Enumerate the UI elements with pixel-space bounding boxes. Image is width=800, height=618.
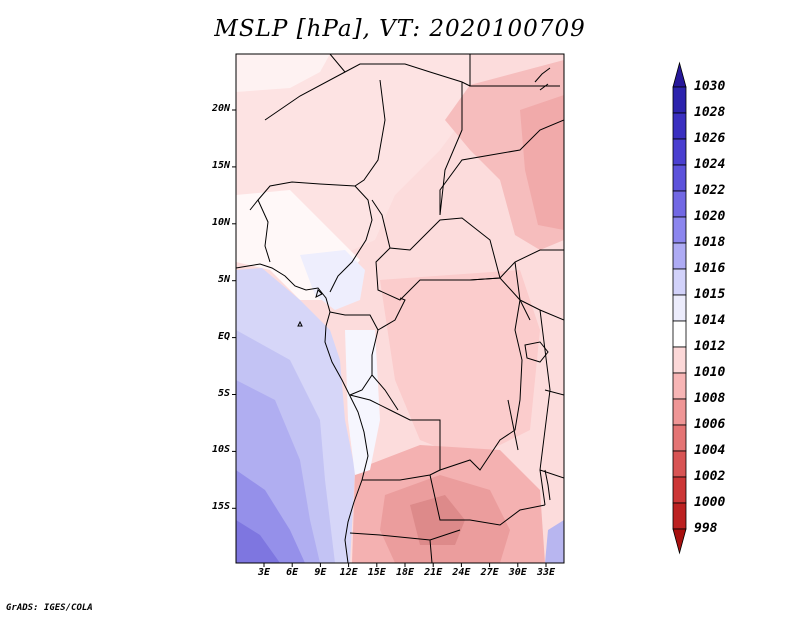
field-ocean-1022 (236, 520, 280, 563)
colorbar-swatch (672, 424, 687, 452)
colorbar-swatch (672, 346, 687, 374)
colorbar-swatch (672, 164, 687, 192)
colorbar-swatch (672, 242, 687, 270)
credit-text: GrADS: IGES/COLA (6, 603, 93, 613)
lon-label: 18E (395, 567, 415, 578)
colorbar-swatch (672, 398, 687, 426)
colorbar-swatch (672, 268, 687, 296)
colorbar-swatch (672, 476, 687, 504)
colorbar-label: 1014 (694, 313, 726, 328)
colorbar-label: 1030 (694, 79, 726, 94)
colorbar-label: 1028 (694, 105, 726, 120)
lon-label: 33E (536, 567, 556, 578)
border-east-africa (519, 299, 564, 506)
field-congo (380, 270, 540, 460)
redsea-coast (534, 67, 551, 91)
colorbar-label: 1002 (694, 469, 726, 484)
colorbar-label: 1008 (694, 391, 726, 406)
colorbar-swatch (672, 320, 687, 348)
colorbar-swatch (672, 372, 687, 400)
border-chad-niger (249, 79, 386, 211)
colorbar-label: 1006 (694, 417, 726, 432)
map-frame (235, 53, 565, 564)
island-saotome (297, 320, 303, 327)
pressure-field (236, 54, 564, 563)
colorbar-label: 1016 (694, 261, 726, 276)
borders (236, 54, 564, 563)
border-cameroon-gabon (329, 297, 406, 396)
lon-label: 27E (480, 567, 499, 578)
lon-label: 6E (286, 567, 299, 578)
lat-label: 5S (217, 387, 230, 399)
coastline (236, 263, 369, 563)
lat-label: 10S (211, 444, 230, 456)
colorbar-label: 1000 (694, 495, 726, 510)
lake-victoria (524, 341, 549, 363)
border-north (264, 54, 560, 216)
colorbar-swatch (672, 138, 687, 166)
lat-label: 10N (211, 216, 230, 228)
lat-label: 20N (211, 103, 230, 114)
border-nigeria (257, 185, 373, 293)
colorbar-swatch (672, 61, 687, 88)
colorbar-label: 1015 (694, 287, 726, 302)
colorbar-swatch (672, 450, 687, 478)
colorbar-swatch (672, 528, 687, 555)
lake-malawi (544, 469, 551, 501)
map-title: MSLP [hPa], VT: 2020100709 (214, 16, 586, 42)
lon-label: 30E (508, 567, 527, 578)
colorbar-label: 1018 (694, 235, 726, 250)
field-coastal-strip (345, 330, 380, 475)
colorbar-label: 1026 (694, 131, 726, 146)
colorbar (672, 61, 687, 555)
colorbar-label: 1024 (694, 157, 726, 172)
lat-label: 15S (211, 501, 230, 513)
colorbar-swatch (672, 112, 687, 140)
colorbar-label: 1004 (694, 443, 726, 458)
colorbar-swatch (672, 86, 687, 114)
colorbar-swatch (672, 190, 687, 218)
lon-label: 15E (367, 567, 386, 578)
lon-label: 3E (257, 567, 271, 578)
colorbar-label: 1010 (694, 365, 726, 380)
border-angola-zambia (349, 469, 546, 563)
border-drc (349, 299, 523, 471)
lon-label: 12E (339, 567, 358, 578)
lat-label: 15N (211, 159, 230, 171)
lon-label: 21E (424, 567, 443, 578)
colorbar-label: 998 (694, 521, 718, 536)
colorbar-swatch (672, 294, 687, 322)
field-se-corner (545, 520, 564, 563)
lat-label: EQ (217, 330, 230, 342)
lake-tanganyika (507, 399, 519, 451)
colorbar-label: 1012 (694, 339, 726, 354)
colorbar-label: 1020 (694, 209, 726, 224)
lat-label: 5N (217, 273, 230, 285)
colorbar-swatch (672, 216, 687, 244)
axis-ticks (232, 109, 547, 567)
island-bioko (315, 289, 323, 298)
field-north-light (236, 54, 330, 92)
colorbar-label: 1022 (694, 183, 726, 198)
lon-label: 24E (452, 567, 471, 578)
lon-label: 9E (314, 567, 327, 578)
field-redsea (520, 95, 564, 230)
colorbar-swatch (672, 502, 687, 530)
